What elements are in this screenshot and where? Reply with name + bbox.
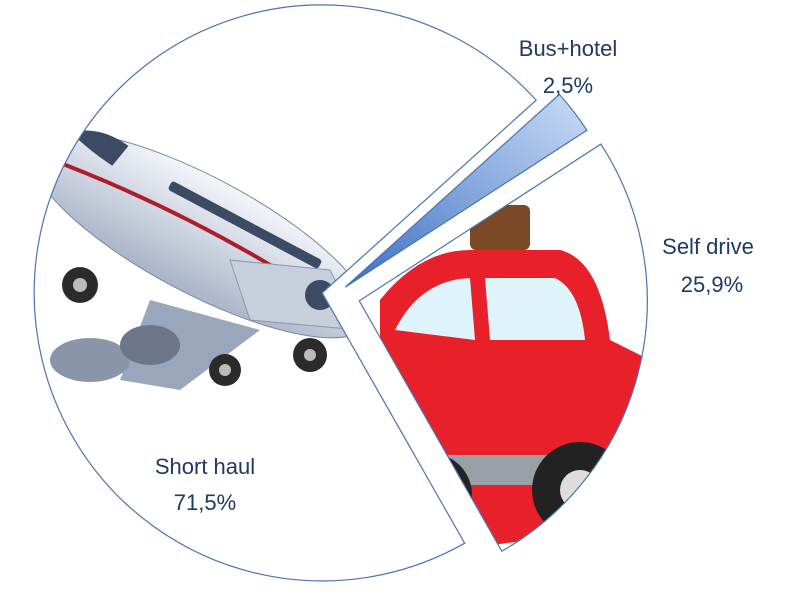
- slice-value-label: 25,9%: [681, 272, 743, 297]
- slice-label: Short haul: [155, 454, 255, 479]
- slice-value-label: 2,5%: [543, 73, 593, 98]
- slice-label: Bus+hotel: [519, 36, 617, 61]
- plane-picture: [34, 130, 371, 390]
- pie-slice: [344, 93, 588, 288]
- pie-slice: [358, 143, 648, 553]
- pie-slice: [33, 4, 538, 582]
- slice-label: Self drive: [662, 234, 754, 259]
- slice-value-label: 71,5%: [174, 490, 236, 515]
